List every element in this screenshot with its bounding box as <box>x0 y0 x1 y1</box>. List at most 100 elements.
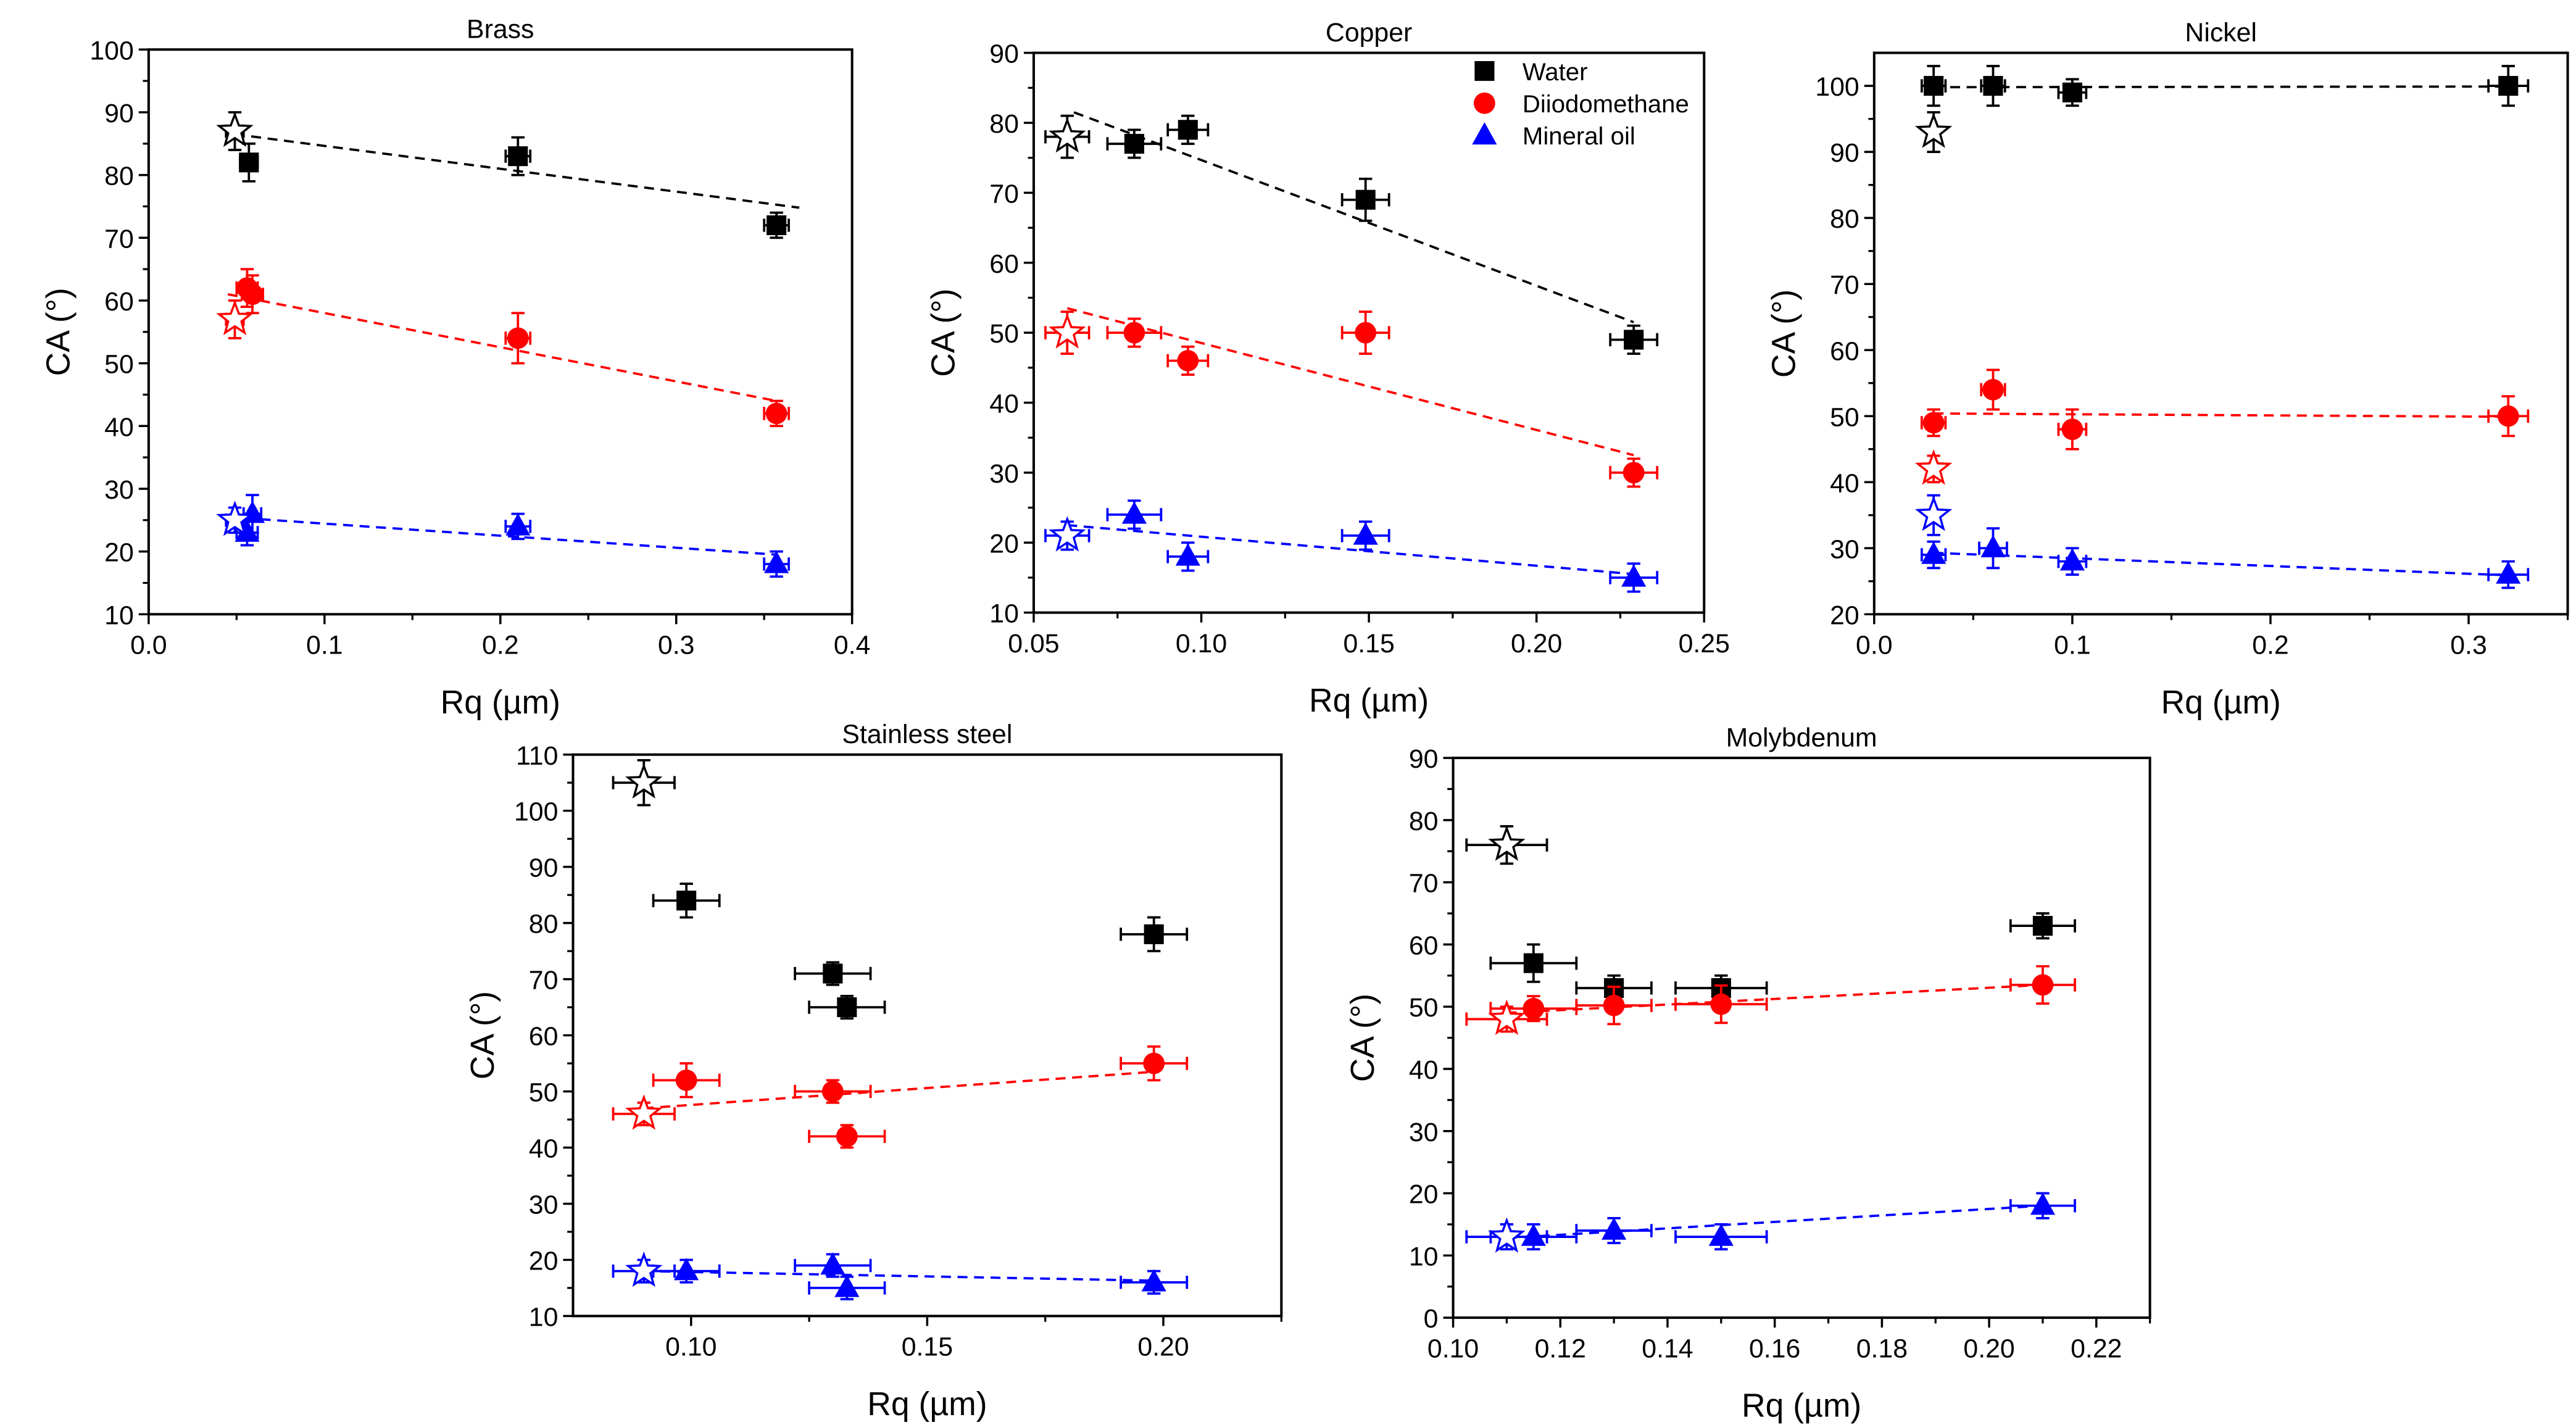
data-point <box>1143 1052 1165 1074</box>
y-axis-label: CA (°) <box>465 991 501 1079</box>
series-mineral-oil <box>1044 499 1659 593</box>
x-tick-label: 0.10 <box>1427 1334 1479 1363</box>
legend-triangle-icon <box>1472 122 1497 145</box>
data-point <box>767 215 787 235</box>
x-axis-label: Rq (µm) <box>1309 683 1429 719</box>
chart-title: Brass <box>467 15 534 44</box>
chart-title: Copper <box>1326 18 1412 48</box>
x-tick-label: 0.14 <box>1642 1334 1693 1363</box>
y-tick-label: 30 <box>1830 534 1859 564</box>
y-tick-label: 60 <box>1830 336 1859 366</box>
data-point <box>1177 350 1199 372</box>
y-tick-label: 10 <box>1409 1242 1439 1271</box>
x-tick-label: 0.15 <box>902 1332 953 1362</box>
data-point <box>1924 76 1944 96</box>
y-tick-label: 90 <box>1830 138 1859 168</box>
x-axis-label: Rq (µm) <box>867 1386 987 1423</box>
data-point <box>1124 133 1144 154</box>
trend-line <box>227 515 777 556</box>
trend-line <box>1067 524 1634 576</box>
y-tick-label: 90 <box>989 39 1019 69</box>
y-tick-label: 70 <box>989 179 1019 209</box>
y-tick-label: 100 <box>514 797 558 827</box>
y-tick-label: 110 <box>516 741 558 771</box>
y-tick-label: 30 <box>1409 1118 1439 1147</box>
y-tick-label: 90 <box>104 99 134 128</box>
data-point <box>1175 543 1200 566</box>
data-point <box>675 1069 697 1091</box>
data-point <box>1178 120 1198 140</box>
y-tick-label: 80 <box>989 109 1019 139</box>
y-tick-label: 40 <box>529 1134 559 1164</box>
y-tick-label: 80 <box>1409 807 1439 836</box>
y-tick-label: 60 <box>529 1022 559 1052</box>
series-water <box>216 111 800 239</box>
data-point <box>764 550 789 573</box>
data-point <box>1355 189 1376 210</box>
y-tick-label: 30 <box>989 459 1019 489</box>
y-tick-label: 90 <box>1409 744 1439 774</box>
x-tick-label: 0.1 <box>2054 631 2090 660</box>
data-point <box>1523 953 1544 973</box>
legend-label: Diiodomethane <box>1523 90 1689 118</box>
x-tick-label: 0.12 <box>1535 1334 1586 1363</box>
y-tick-label: 70 <box>1409 869 1439 899</box>
plot-frame <box>571 753 1283 1318</box>
series-water <box>612 758 1189 1020</box>
x-tick-label: 0.2 <box>482 631 518 660</box>
data-point <box>821 1081 844 1102</box>
y-tick-label: 50 <box>104 350 134 380</box>
y-axis-label: CA (°) <box>926 288 962 376</box>
chart-title: Molybdenum <box>1726 723 1877 752</box>
x-tick-label: 0.05 <box>1008 629 1059 658</box>
y-tick-label: 20 <box>1830 600 1859 630</box>
x-tick-label: 0.10 <box>1176 629 1227 658</box>
trend-line <box>1506 984 2043 1015</box>
y-tick-label: 50 <box>1830 402 1859 432</box>
y-tick-label: 70 <box>529 966 559 995</box>
legend: Water Diiodomethane Mineral oil <box>1472 58 1689 150</box>
y-tick-label: 20 <box>1409 1180 1439 1210</box>
series-mineral-oil <box>612 1251 1189 1300</box>
panel-copper: Copper 10 20 30 40 50 60 70 80 90 0.05 0.10 0.15 0.20… <box>926 18 1730 719</box>
data-point <box>241 283 264 305</box>
y-axis-label: CA (°) <box>1766 289 1802 378</box>
data-point <box>1622 462 1645 484</box>
y-tick-label: 40 <box>1830 468 1859 498</box>
trend-line <box>1934 85 2509 89</box>
legend-square-icon <box>1474 60 1495 81</box>
reference-star-point <box>1488 825 1526 861</box>
x-tick-label: 0.22 <box>2071 1334 2122 1363</box>
x-tick-label: 0.25 <box>1679 629 1730 658</box>
data-point <box>1710 993 1732 1015</box>
data-point <box>505 513 531 536</box>
x-axis-label: Rq (µm) <box>1742 1388 1861 1424</box>
x-tick-label: 0.0 <box>1856 631 1893 660</box>
plot-frame <box>1452 757 2151 1319</box>
y-tick-label: 10 <box>529 1302 559 1332</box>
x-tick-label: 0.16 <box>1749 1334 1800 1363</box>
panel-molybdenum: Molybdenum 0 10 20 30 40 50 60 70 80 90 0.10 0.12 0.1… <box>1345 723 2151 1424</box>
trend-line <box>227 293 777 402</box>
data-point <box>508 146 528 167</box>
x-tick-label: 0.18 <box>1856 1334 1908 1363</box>
series-diiodomethane <box>216 268 790 428</box>
data-point <box>674 1258 699 1281</box>
x-axis-label: Rq (µm) <box>441 684 560 721</box>
x-tick-label: 0.2 <box>2252 631 2289 660</box>
reference-star-point <box>216 111 254 147</box>
x-tick-label: 0.1 <box>306 631 343 660</box>
data-point <box>1353 522 1378 545</box>
reference-star-point <box>1488 999 1526 1036</box>
series-diiodomethane <box>1465 965 2076 1036</box>
series-water <box>1465 825 2076 1002</box>
series-water <box>1044 111 1659 355</box>
reference-star-point <box>1049 313 1086 349</box>
trend-line <box>644 1070 1154 1110</box>
y-tick-label: 50 <box>1409 993 1439 1023</box>
data-point <box>2498 76 2519 96</box>
data-point <box>1708 1223 1734 1246</box>
data-point <box>1980 534 2006 557</box>
y-tick-label: 50 <box>529 1078 559 1108</box>
legend-item: Water <box>1474 58 1587 86</box>
